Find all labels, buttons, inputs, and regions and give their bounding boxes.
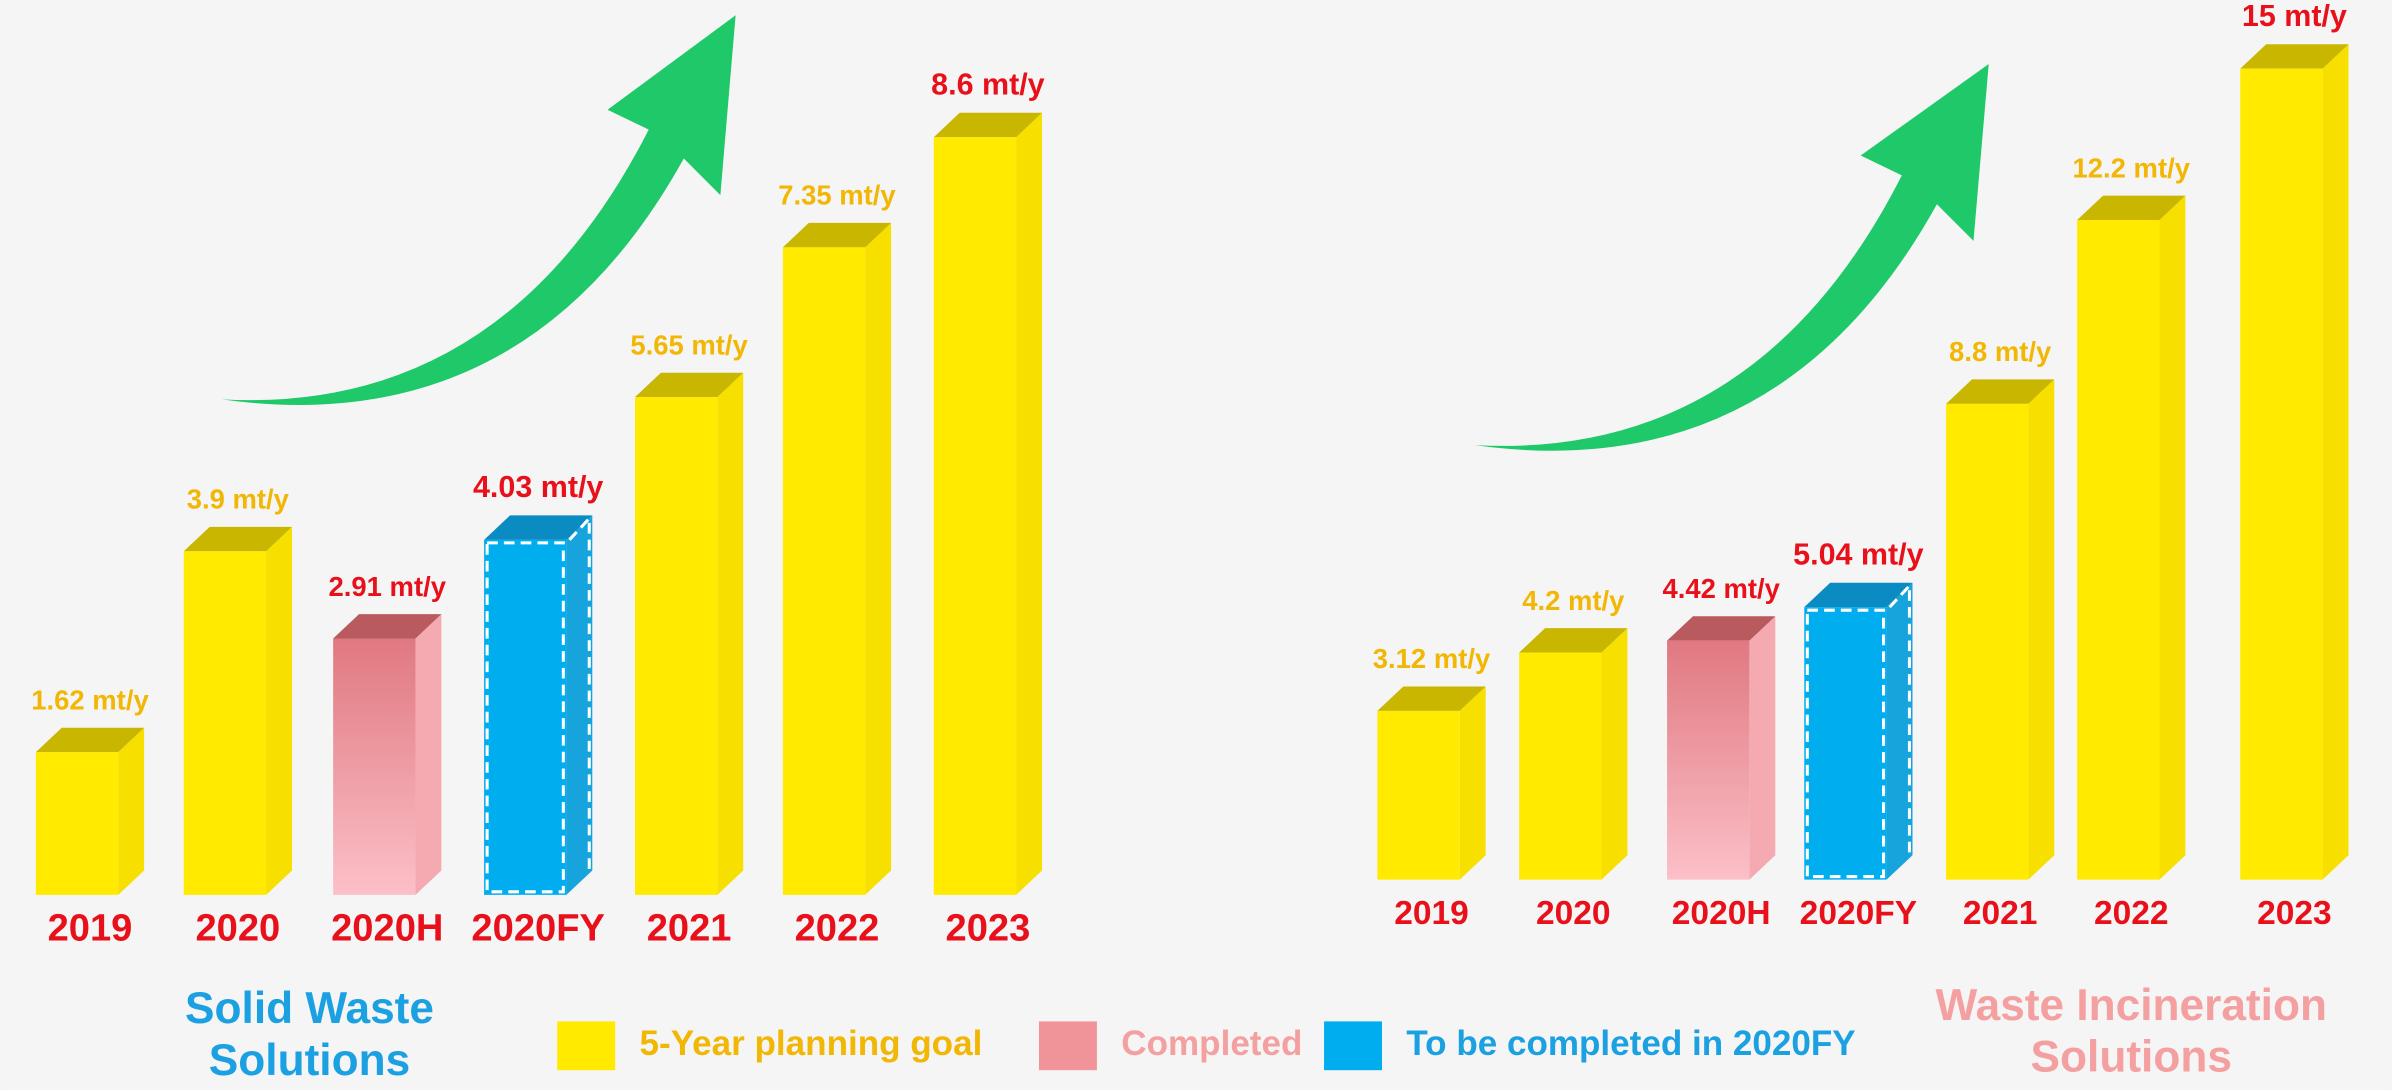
- value-label: 3.12 mt/y: [1373, 643, 1491, 674]
- value-label: 5.04 mt/y: [1793, 537, 1923, 571]
- bar: [2240, 68, 2323, 880]
- x-tick-label: 2020: [1536, 895, 1611, 932]
- x-tick-label: 2019: [1394, 895, 1469, 932]
- x-tick-label: 2023: [2257, 895, 2332, 932]
- value-label: 2.91 mt/y: [329, 571, 447, 602]
- bar: [1946, 403, 2029, 880]
- bar-top: [183, 526, 292, 552]
- bar: [1377, 710, 1460, 880]
- bar: [1519, 652, 1602, 880]
- bar-top: [484, 515, 593, 540]
- x-tick-label: 2021: [1963, 895, 2038, 932]
- bar-side: [1459, 686, 1486, 880]
- bar-side: [415, 614, 442, 895]
- chart-title: Waste Incineration Solutions: [1935, 981, 2327, 1083]
- value-label: 7.35 mt/y: [778, 180, 896, 211]
- bar-side: [717, 372, 744, 895]
- bar: [484, 539, 567, 895]
- bar-side: [266, 526, 292, 895]
- chart-title-box: Solid Waste Solutions: [185, 984, 434, 1086]
- x-tick-label: 2021: [647, 908, 732, 950]
- chart-title-box: Waste Incineration Solutions: [1935, 981, 2327, 1083]
- legend-label: To be completed in 2020FY: [1406, 1024, 1855, 1063]
- bar: [1804, 607, 1887, 880]
- value-label: 1.62 mt/y: [31, 684, 149, 715]
- bar: [183, 551, 267, 895]
- x-tick-label: 2023: [946, 908, 1031, 950]
- value-label: 4.2 mt/y: [1522, 585, 1625, 616]
- bar-top: [1946, 379, 2055, 404]
- bar-top: [333, 614, 442, 639]
- bar: [2077, 219, 2160, 880]
- legend-swatch: [1038, 1021, 1097, 1071]
- x-tick-label: 2020FY: [471, 908, 604, 950]
- bar: [634, 397, 718, 895]
- bar-top: [35, 727, 145, 753]
- bar-top: [782, 222, 892, 248]
- value-label: 8.6 mt/y: [931, 68, 1045, 102]
- bar-side: [865, 222, 892, 895]
- x-tick-label: 2019: [48, 908, 133, 950]
- bar-side: [2028, 379, 2055, 880]
- bar-top: [933, 112, 1043, 138]
- bar-outline: [568, 514, 591, 871]
- growth-arrow: [1474, 64, 1989, 451]
- x-tick-label: 2022: [2094, 895, 2169, 932]
- x-tick-label: 2020: [195, 908, 280, 950]
- value-label: 12.2 mt/y: [2073, 152, 2191, 183]
- chart-title: Solid Waste Solutions: [185, 984, 434, 1086]
- value-label: 4.03 mt/y: [473, 470, 603, 504]
- value-label: 3.9 mt/y: [187, 484, 290, 515]
- bar: [1667, 640, 1750, 880]
- x-tick-label: 2020FY: [1800, 895, 1917, 932]
- bar-top: [2240, 44, 2349, 69]
- legend-label: Completed: [1121, 1024, 1302, 1063]
- bar-side: [2159, 195, 2186, 880]
- bar-top: [1804, 582, 1913, 608]
- bar-top: [1667, 616, 1776, 641]
- x-tick-label: 2020H: [1672, 895, 1771, 932]
- x-tick-label: 2022: [795, 908, 880, 950]
- bar-side: [566, 515, 593, 895]
- bar-outline: [1888, 581, 1911, 856]
- bar-side: [1749, 616, 1776, 880]
- value-label: 5.65 mt/y: [630, 329, 748, 360]
- bar-side: [1601, 628, 1628, 880]
- bar-side: [1016, 112, 1043, 895]
- legend-swatch: [1324, 1021, 1382, 1071]
- value-label: 15 mt/y: [2242, 0, 2347, 33]
- growth-arrow: [221, 15, 736, 405]
- bar-top: [2077, 195, 2186, 220]
- x-tick-label: 2020H: [331, 908, 443, 950]
- bar: [333, 638, 416, 895]
- bar-outline: [485, 541, 565, 894]
- bar-top: [1519, 628, 1628, 653]
- bar: [782, 247, 866, 895]
- legend-swatch: [557, 1021, 616, 1071]
- bar-top: [634, 372, 744, 398]
- bar-outline: [1805, 608, 1886, 879]
- value-label: 4.42 mt/y: [1662, 573, 1780, 604]
- legend-label: 5-Year planning goal: [640, 1024, 983, 1063]
- bar-side: [118, 727, 145, 895]
- bar-side: [2322, 44, 2349, 880]
- value-label: 8.8 mt/y: [1949, 336, 2052, 367]
- bar-side: [1886, 582, 1913, 880]
- bar: [933, 137, 1017, 895]
- bar-top: [1377, 686, 1486, 711]
- bar: [35, 752, 119, 895]
